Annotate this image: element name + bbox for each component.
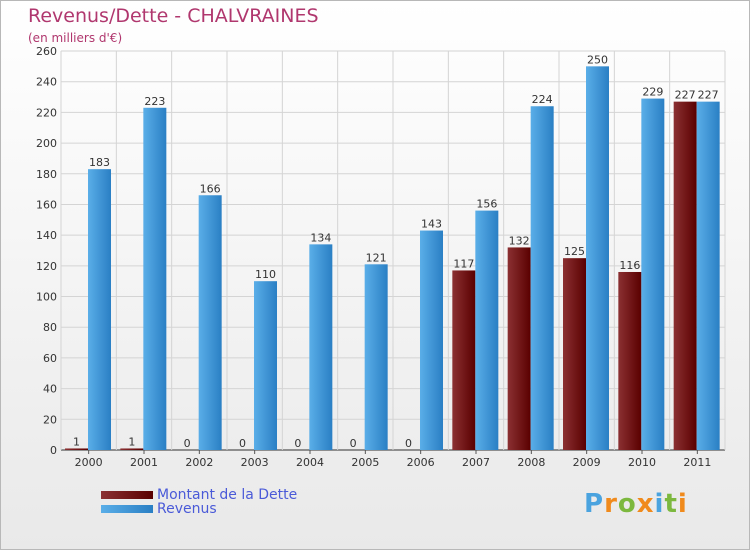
logo-letter: x — [636, 489, 655, 519]
data-label-revenus-2006: 143 — [421, 218, 442, 231]
data-label-revenus-2004: 134 — [310, 231, 331, 244]
x-tick-label-2009: 2009 — [573, 456, 601, 469]
bar-revenus-2006 — [420, 230, 443, 450]
bar-dette-2009 — [563, 258, 586, 450]
logo-letter: t — [664, 489, 678, 519]
bar-revenus-2007 — [475, 210, 499, 450]
data-labels: 1 183 1 223 0 166 0 110 0 134 0 121 0 143 117 156 132 224… — [73, 53, 719, 450]
x-tick-label-2008: 2008 — [517, 456, 545, 469]
x-tick-label-2010: 2010 — [628, 456, 656, 469]
legend-item-revenus: Revenus — [101, 501, 217, 517]
y-tick-label: 220 — [36, 106, 57, 119]
bar-revenus-2005 — [364, 264, 388, 450]
legend-item-dette: Montant de la Dette — [101, 487, 298, 503]
bar-revenus-2003 — [254, 281, 277, 450]
logo-letter: r — [604, 489, 618, 519]
x-tick-label-2004: 2004 — [296, 456, 324, 469]
logo-letter: i — [677, 489, 688, 519]
data-label-revenus-2011: 227 — [698, 89, 719, 102]
y-tick-label: 40 — [43, 383, 57, 396]
bar-revenus-2011 — [696, 101, 720, 451]
data-label-revenus-2002: 166 — [200, 182, 221, 195]
y-tick-label: 180 — [36, 168, 57, 181]
bar-revenus-2002 — [198, 195, 222, 450]
legend-label-revenus: Revenus — [157, 501, 217, 517]
proxiti-logo: Proxiti — [584, 489, 688, 519]
data-label-dette-2002: 0 — [184, 437, 191, 450]
y-tick-label: 160 — [36, 198, 57, 211]
logo-letter: i — [654, 489, 665, 519]
data-label-dette-2010: 116 — [619, 259, 640, 272]
data-label-revenus-2005: 121 — [366, 251, 387, 264]
data-label-revenus-2003: 110 — [255, 268, 276, 281]
data-label-dette-2001: 1 — [128, 435, 135, 448]
x-tick-label-2003: 2003 — [241, 456, 269, 469]
x-tick-label-2011: 2011 — [683, 456, 711, 469]
bar-dette-2000 — [65, 448, 88, 450]
bars — [65, 66, 720, 451]
bar-dette-2008 — [507, 247, 531, 450]
x-tick-label-2002: 2002 — [185, 456, 213, 469]
data-label-dette-2007: 117 — [453, 257, 474, 270]
bar-revenus-2010 — [641, 98, 665, 451]
y-tick-label: 200 — [36, 137, 57, 150]
data-label-dette-2011: 227 — [675, 89, 696, 102]
y-tick-label: 60 — [43, 352, 57, 365]
grid-lines — [60, 50, 726, 451]
y-tick-label: 80 — [43, 321, 57, 334]
y-tick-label: 20 — [43, 413, 57, 426]
x-tick-label-2001: 2001 — [130, 456, 158, 469]
data-label-revenus-2001: 223 — [144, 95, 165, 108]
legend-swatch-revenus — [101, 505, 153, 513]
x-tick-label-2000: 2000 — [75, 456, 103, 469]
data-label-revenus-2007: 156 — [476, 198, 497, 211]
y-tick-label: 0 — [50, 444, 57, 457]
bar-dette-2010 — [618, 271, 642, 450]
data-label-dette-2005: 0 — [350, 437, 357, 450]
y-tick-label: 100 — [36, 291, 57, 304]
chart-title: Revenus/Dette - CHALVRAINES — [28, 5, 319, 27]
logo-letter: o — [617, 489, 637, 519]
bar-dette-2001 — [120, 448, 144, 450]
y-axis-ticks: 0 20 40 60 80 100 120 140 160 180 200 220 240 260 — [36, 45, 57, 457]
bar-revenus-2001 — [143, 107, 167, 451]
x-axis-ticks: 2000 2001 2002 2003 2004 2005 2006 2007 2008 2009… — [75, 450, 711, 469]
y-tick-label: 140 — [36, 229, 57, 242]
x-tick-label-2007: 2007 — [462, 456, 490, 469]
bar-revenus-2008 — [530, 106, 554, 450]
data-label-revenus-2009: 250 — [587, 53, 608, 66]
bar-revenus-2000 — [88, 169, 111, 450]
y-tick-label: 240 — [36, 76, 57, 89]
bar-revenus-2009 — [586, 66, 609, 450]
y-tick-label: 260 — [36, 45, 57, 58]
logo-letter: P — [584, 489, 605, 519]
bar-dette-2007 — [452, 270, 476, 450]
data-label-dette-2009: 125 — [564, 245, 585, 258]
x-tick-label-2005: 2005 — [351, 456, 379, 469]
chart-subtitle: (en milliers d'€) — [28, 31, 123, 45]
data-label-dette-2004: 0 — [294, 437, 301, 450]
data-label-dette-2006: 0 — [405, 437, 412, 450]
legend-label-dette: Montant de la Dette — [157, 487, 298, 503]
legend-swatch-dette — [101, 491, 153, 499]
data-label-revenus-2010: 229 — [642, 86, 663, 99]
data-label-dette-2000: 1 — [73, 435, 80, 448]
data-label-dette-2003: 0 — [239, 437, 246, 450]
x-tick-label-2006: 2006 — [407, 456, 435, 469]
data-label-revenus-2000: 183 — [89, 156, 110, 169]
data-label-revenus-2008: 224 — [532, 93, 553, 106]
bar-revenus-2004 — [309, 244, 333, 450]
bar-dette-2011 — [673, 101, 697, 451]
y-tick-label: 120 — [36, 260, 57, 273]
data-label-dette-2008: 132 — [509, 234, 530, 247]
